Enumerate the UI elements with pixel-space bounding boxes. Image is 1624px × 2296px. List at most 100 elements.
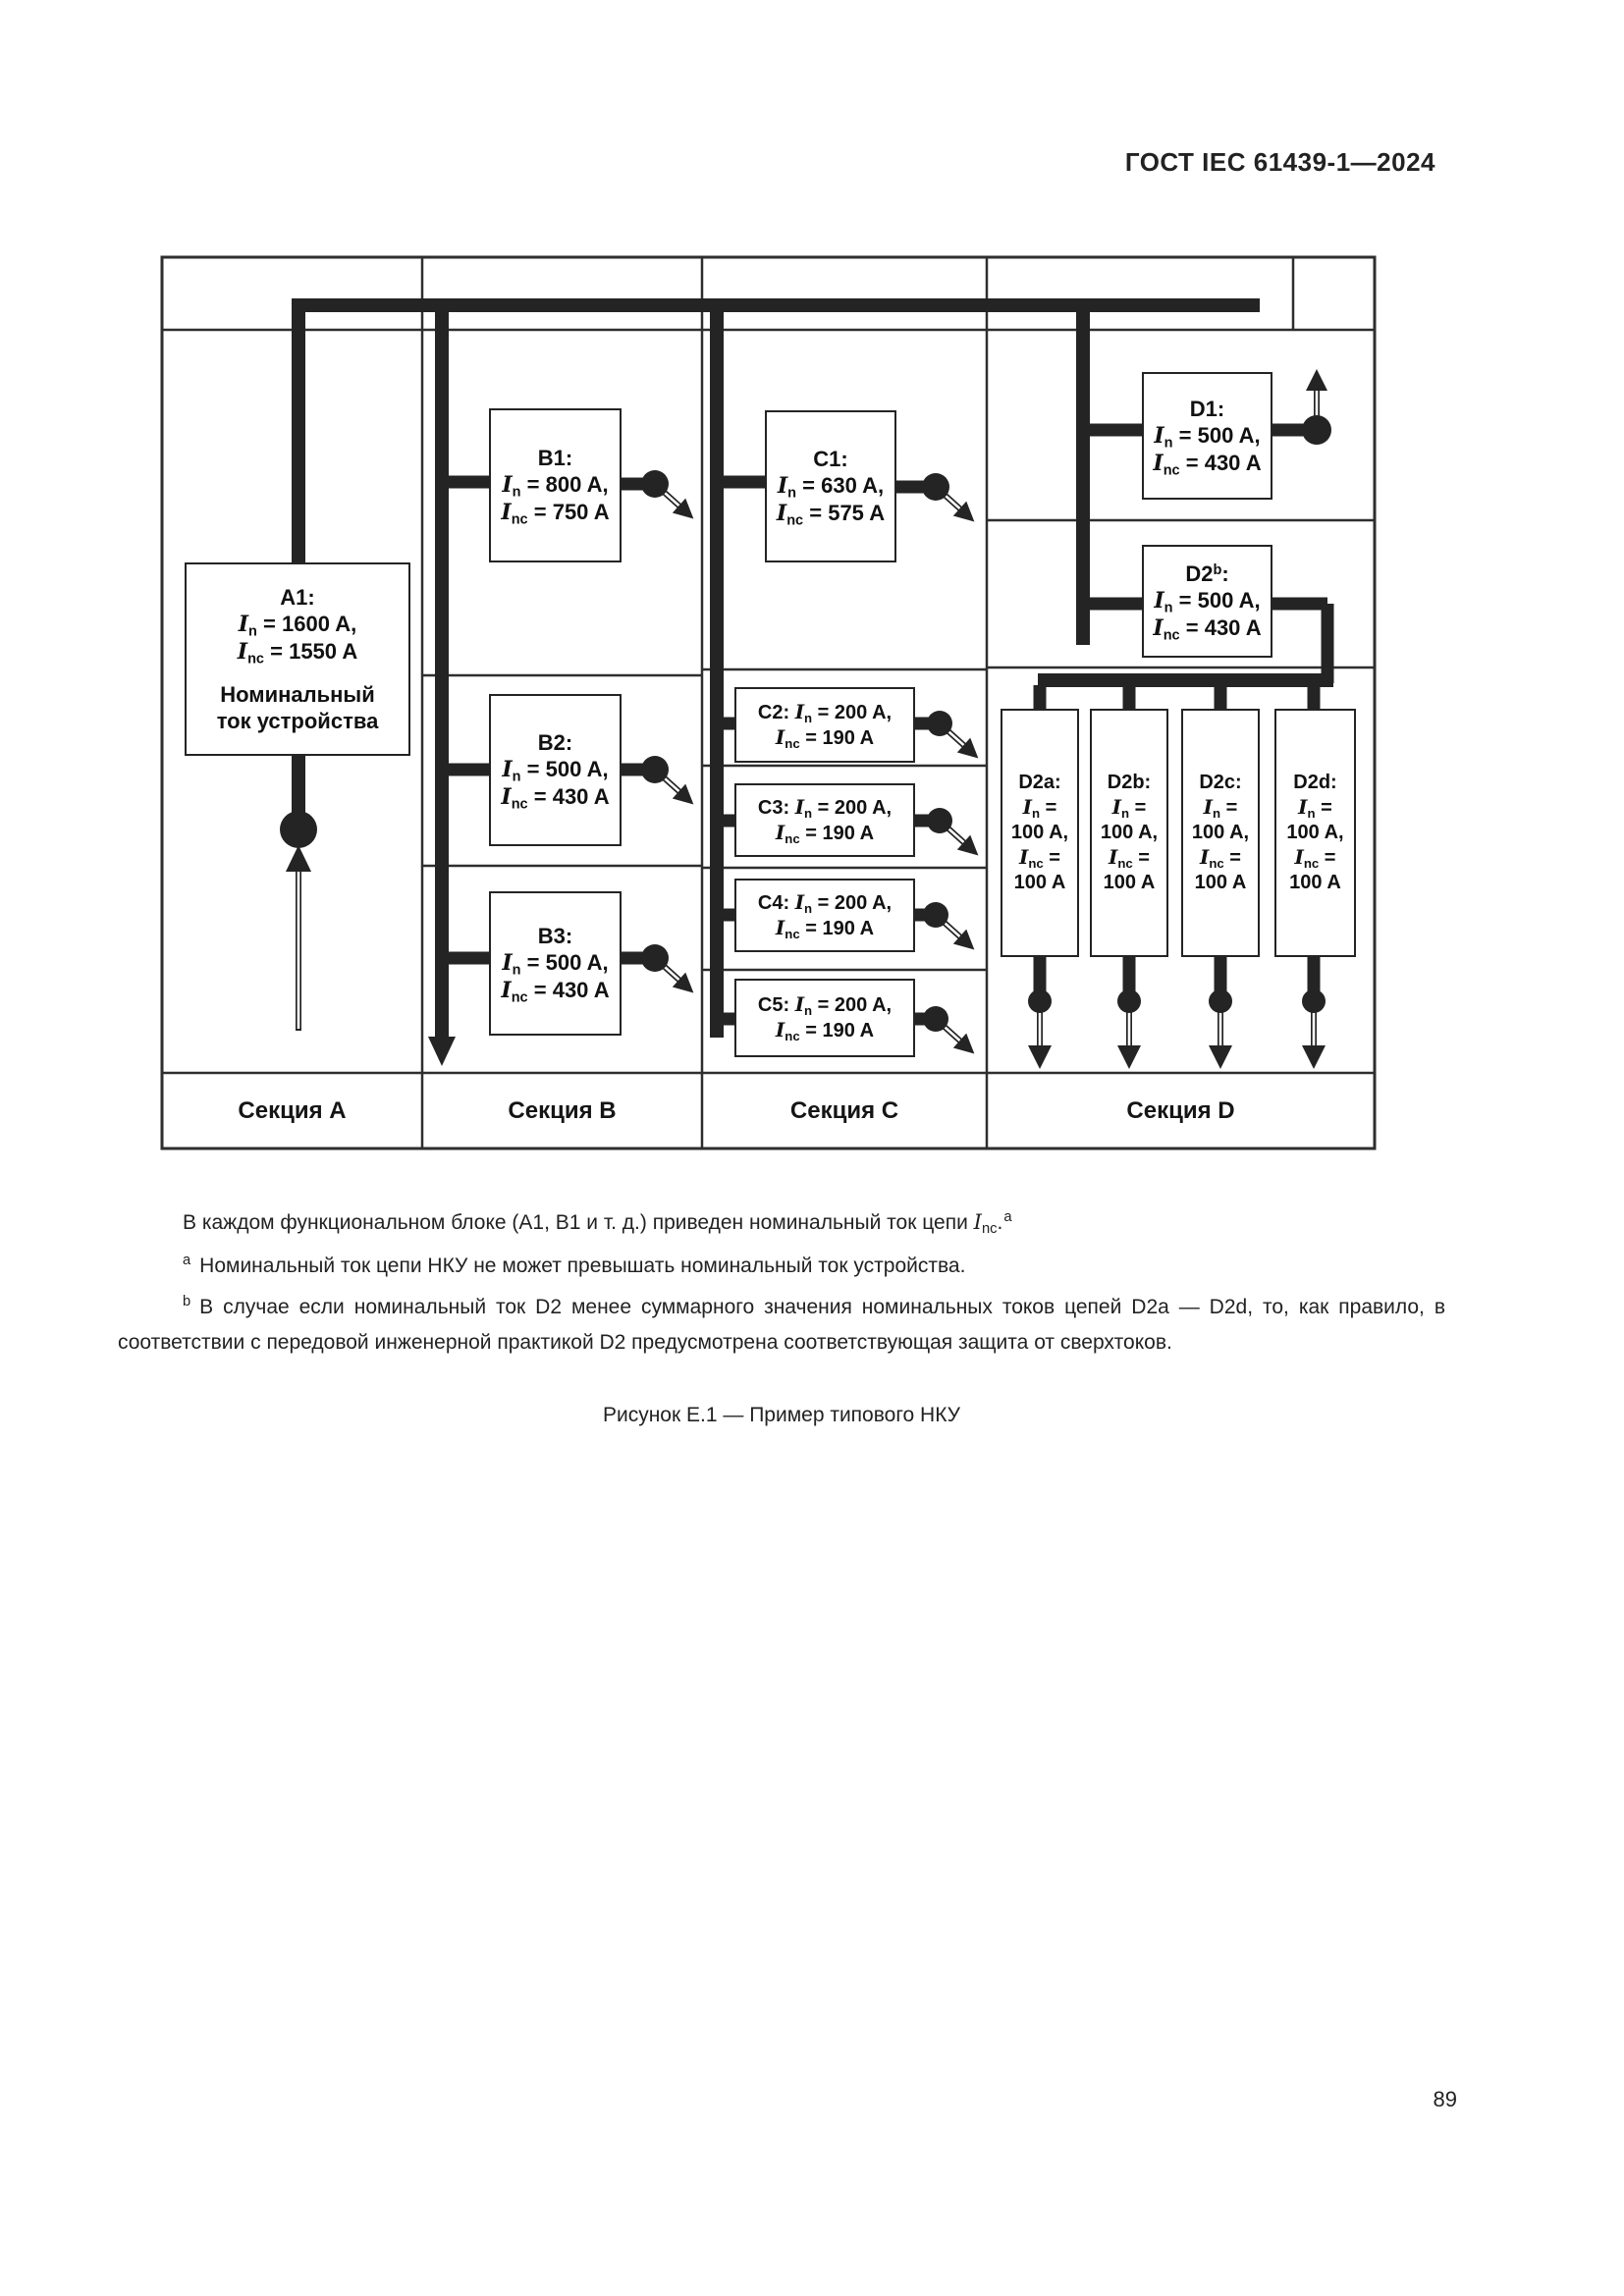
text-segment: n bbox=[804, 710, 813, 725]
load-arrow bbox=[1209, 1045, 1232, 1069]
text-segment: I bbox=[1111, 795, 1122, 819]
text-segment: 100 A bbox=[1103, 872, 1156, 893]
block-line: 100 A, bbox=[1286, 821, 1343, 845]
text-segment: I bbox=[501, 500, 512, 525]
text-segment: 100 A, bbox=[1191, 822, 1250, 843]
text-segment: I bbox=[1154, 588, 1164, 614]
text-segment: = 190 A bbox=[799, 822, 875, 844]
outgoing-feeder-arrow bbox=[952, 1033, 975, 1054]
text-segment: 100 A, bbox=[1100, 822, 1159, 843]
block-line: D2b: bbox=[1108, 771, 1151, 795]
text-segment: nc bbox=[247, 651, 265, 667]
block-D1: D1: In = 500 A, Inc = 430 A bbox=[1142, 372, 1272, 500]
text-segment: = 500 A, bbox=[1172, 422, 1261, 448]
text-segment: nc bbox=[1028, 856, 1044, 872]
block-line: B3: bbox=[538, 923, 572, 949]
text-segment: b bbox=[183, 1294, 191, 1309]
block-line: C5: In = 200 A, bbox=[758, 992, 892, 1018]
block-line: C1: bbox=[813, 446, 847, 472]
text-segment: = 500 A, bbox=[520, 950, 609, 975]
outgoing-feeder-arrow bbox=[672, 498, 694, 519]
text-segment: n bbox=[512, 962, 521, 979]
block-line: Inc = 430 A bbox=[1153, 614, 1261, 643]
text-segment: D2c: bbox=[1199, 772, 1242, 793]
text-segment: n bbox=[1121, 806, 1130, 822]
block-line: B1: bbox=[538, 445, 572, 471]
text-segment: I bbox=[794, 889, 805, 914]
block-line: In = 500 A, bbox=[1154, 587, 1261, 616]
text-segment: = 190 A bbox=[799, 726, 875, 749]
text-segment: = 500 A, bbox=[1172, 588, 1261, 613]
text-segment: nc bbox=[511, 989, 528, 1006]
block-B3: B3: In = 500 A, Inc = 430 A bbox=[489, 891, 622, 1036]
text-segment: I bbox=[502, 472, 513, 498]
text-segment: В случае если номинальный ток D2 менее с… bbox=[118, 1296, 1445, 1355]
block-line: Inc = bbox=[1109, 845, 1150, 871]
text-segment: Номинальный bbox=[220, 682, 375, 707]
text-segment: = bbox=[1315, 797, 1332, 819]
text-segment: = 1550 A bbox=[264, 639, 358, 664]
block-line: 100 A bbox=[1289, 871, 1341, 895]
text-segment: D2 bbox=[1185, 561, 1214, 586]
block-line: ток устройства bbox=[217, 708, 379, 734]
text-segment: D2a: bbox=[1018, 772, 1061, 793]
block-line: C2: In = 200 A, bbox=[758, 700, 892, 725]
block-B2: B2: In = 500 A, Inc = 430 A bbox=[489, 694, 622, 846]
text-segment: = 200 A, bbox=[812, 891, 893, 914]
text-segment: I bbox=[1019, 845, 1029, 869]
text-segment: = 200 A, bbox=[812, 701, 893, 723]
figure-note-main: В каждом функциональном блоке (А1, В1 и … bbox=[118, 1200, 1445, 1247]
block-line: A1: bbox=[280, 584, 314, 611]
text-segment: I bbox=[776, 501, 787, 526]
block-line: Inc = 430 A bbox=[501, 977, 610, 1006]
text-segment: = 430 A bbox=[1179, 450, 1262, 475]
outgoing-feeder-arrow-core bbox=[944, 494, 961, 510]
connection-node bbox=[1302, 415, 1331, 445]
block-D2c: D2c: In = 100 A, Inc = 100 A bbox=[1181, 709, 1260, 957]
outgoing-feeder-arrow-core bbox=[944, 1026, 961, 1042]
block-line: D1: bbox=[1190, 396, 1224, 422]
block-A1: A1: In = 1600 A, Inc = 1550 A Номинальный то… bbox=[185, 562, 410, 756]
text-segment: = 190 A bbox=[799, 917, 875, 939]
block-D2d: D2d: In = 100 A, Inc = 100 A bbox=[1274, 709, 1356, 957]
incoming-supply-arrow bbox=[286, 845, 311, 872]
outgoing-feeder-arrow-core bbox=[663, 776, 680, 793]
block-line: Inc = 1550 A bbox=[238, 638, 358, 667]
text-segment: 100 A bbox=[1194, 872, 1247, 893]
text-segment: = 430 A bbox=[527, 784, 610, 809]
block-line: In = 500 A, bbox=[502, 949, 609, 979]
connection-node bbox=[923, 1006, 948, 1032]
outgoing-feeder-arrow bbox=[672, 783, 694, 805]
block-B1: B1: In = 800 A, Inc = 750 A bbox=[489, 408, 622, 562]
load-arrow bbox=[1028, 1045, 1052, 1069]
text-segment: = 430 A bbox=[527, 978, 610, 1002]
text-segment: = 500 A, bbox=[520, 757, 609, 781]
busbar-end-arrow bbox=[428, 1037, 456, 1066]
text-segment: = 630 A, bbox=[796, 473, 885, 498]
text-segment: = 1600 A, bbox=[256, 612, 357, 636]
block-line: D2a: bbox=[1018, 771, 1060, 795]
text-segment: C3: bbox=[757, 796, 795, 819]
block-line: C3: In = 200 A, bbox=[758, 795, 892, 821]
text-segment: В каждом функциональном блоке (А1, В1 и … bbox=[183, 1211, 974, 1235]
block-line: Номинальный bbox=[220, 681, 374, 708]
outgoing-feeder-arrow bbox=[952, 929, 975, 950]
figure-footnote-a: a Номинальный ток цепи НКУ не может превы… bbox=[118, 1243, 1445, 1284]
block-D2a: D2a: In = 100 A, Inc = 100 A bbox=[1001, 709, 1079, 957]
text-segment: I bbox=[502, 950, 513, 976]
text-segment: I bbox=[1200, 845, 1210, 869]
block-D2: D2b: In = 500 A, Inc = 430 A bbox=[1142, 545, 1272, 658]
text-segment: n bbox=[512, 484, 521, 501]
block-line: In = bbox=[1298, 795, 1332, 821]
block-C4: C4: In = 200 A, Inc = 190 A bbox=[734, 879, 915, 952]
text-segment: = 750 A bbox=[527, 500, 610, 524]
text-segment: D2b: bbox=[1107, 772, 1152, 793]
outgoing-feeder-arrow-core bbox=[663, 491, 680, 507]
connection-node bbox=[927, 711, 952, 736]
text-segment: nc bbox=[511, 796, 528, 813]
text-segment: n bbox=[1164, 600, 1173, 616]
